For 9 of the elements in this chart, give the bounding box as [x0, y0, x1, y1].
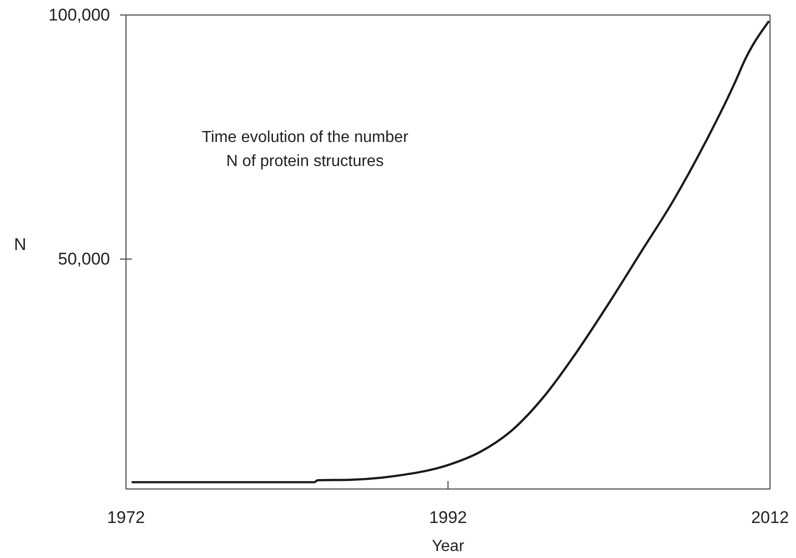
x-axis-title: Year [432, 538, 465, 555]
line-series [131, 20, 770, 484]
annotation: Time evolution of the number N of protein structures [202, 129, 409, 170]
y-axis-title: N [14, 235, 26, 254]
x-tick-label: 1992 [429, 508, 467, 528]
x-tick-label: 1972 [107, 508, 145, 528]
y-tick-label: 100,000 [48, 5, 110, 24]
x-tick-label: 2012 [751, 508, 789, 528]
y-tick-label: 50,000 [58, 250, 110, 269]
